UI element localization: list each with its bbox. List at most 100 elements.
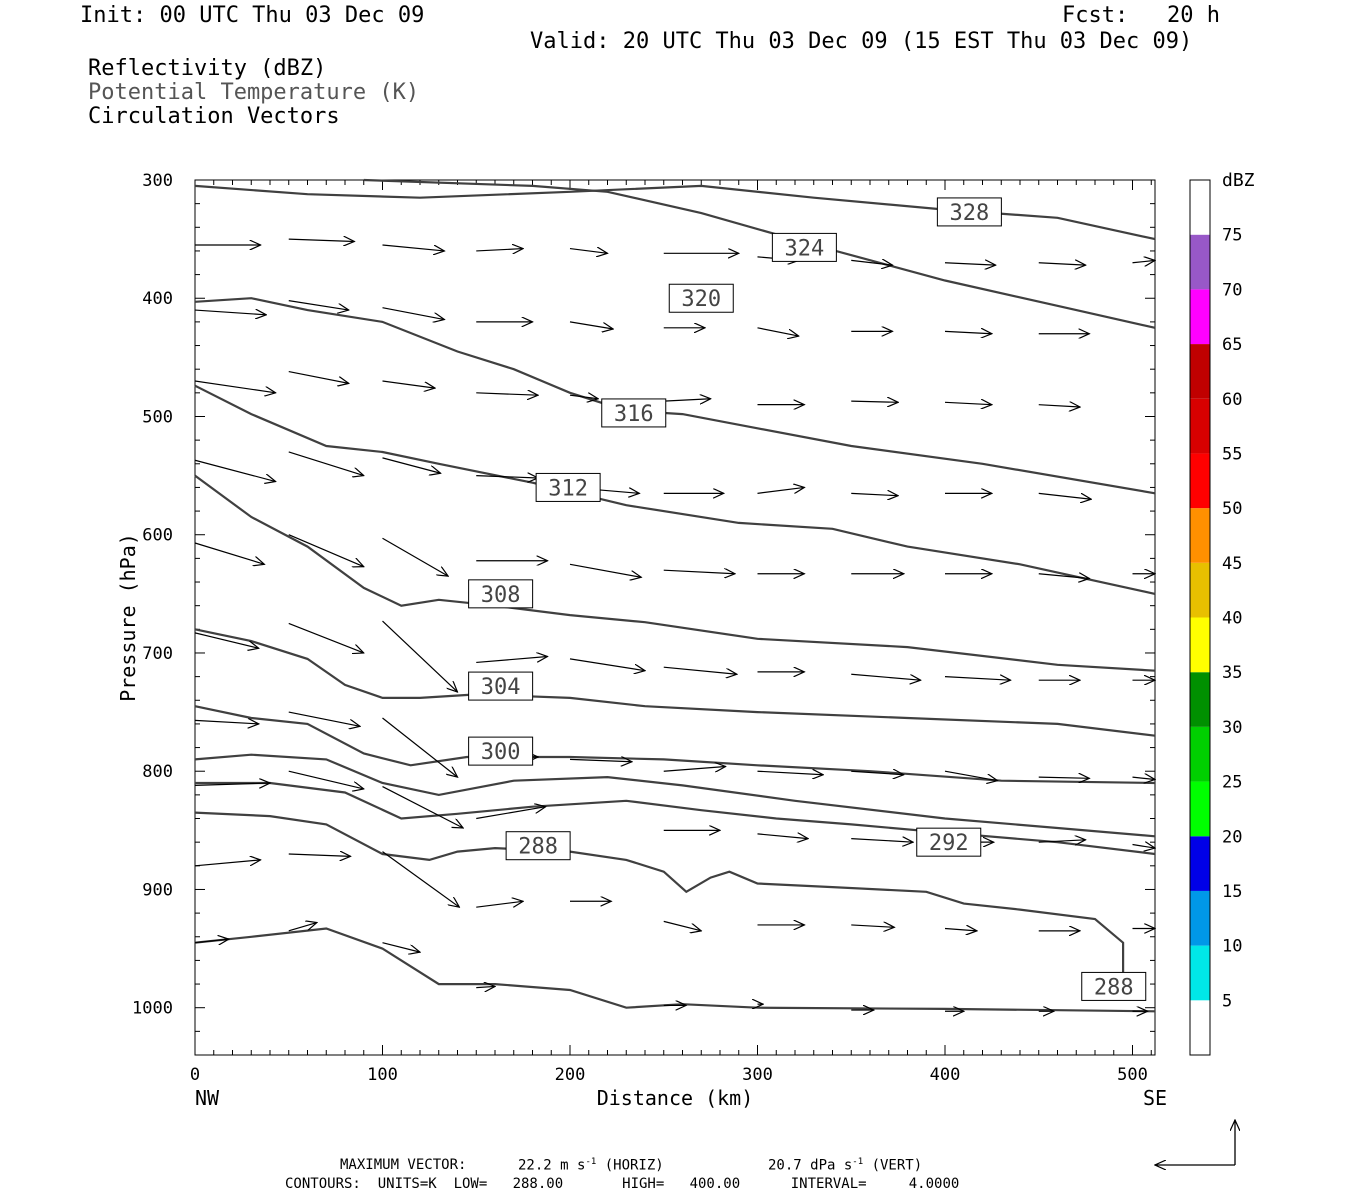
- colorbar-tick-label: 75: [1222, 226, 1242, 246]
- circulation-vector: [382, 942, 421, 952]
- circulation-vector: [944, 263, 996, 265]
- circulation-vector: [757, 487, 805, 494]
- field-potential-temperature: Potential Temperature (K): [88, 80, 420, 105]
- contour-label: 292: [929, 831, 969, 856]
- contour-label: 308: [481, 583, 521, 608]
- circulation-vector: [288, 854, 351, 856]
- colorbar-tick-label: 60: [1222, 390, 1242, 410]
- y-tick-label: 400: [142, 289, 173, 309]
- circulation-vectors: [194, 239, 1156, 1011]
- circulation-vector: [1038, 574, 1090, 579]
- circulation-vector: [382, 537, 449, 576]
- circulation-vector: [1038, 405, 1080, 407]
- circulation-vector: [569, 658, 645, 671]
- contour-label-box: [916, 827, 982, 857]
- circulation-vector: [476, 393, 538, 395]
- y-tick-label: 700: [142, 644, 173, 664]
- x-tick-label: 100: [367, 1065, 398, 1085]
- contour-label-box: [601, 398, 667, 428]
- reference-vector-legend: [1155, 1120, 1235, 1165]
- colorbar-tick-label: 20: [1222, 827, 1242, 847]
- circulation-vector: [194, 542, 264, 564]
- circulation-vector: [1038, 840, 1086, 842]
- colorbar-frame: [1189, 179, 1211, 1056]
- circulation-vector: [569, 395, 598, 399]
- circulation-vector: [757, 327, 799, 336]
- circulation-vector: [382, 307, 445, 320]
- colorbar-tick-label: 55: [1222, 444, 1242, 464]
- circulation-vector: [851, 401, 898, 402]
- theta-contour-line: [194, 628, 1156, 737]
- circulation-vector: [851, 771, 904, 775]
- colorbar-segment: [1190, 562, 1210, 618]
- circulation-vector: [851, 493, 898, 495]
- y-tick-label: 300: [142, 171, 173, 191]
- colorbar-segment: [1190, 453, 1210, 509]
- circulation-vector: [194, 310, 266, 315]
- contour-label-box: [468, 671, 534, 701]
- circulation-vector: [663, 570, 735, 574]
- circulation-vector: [476, 657, 547, 664]
- theta-contour-line: [194, 927, 1156, 1013]
- circulation-vector: [1038, 777, 1090, 778]
- colorbar-tick-label: 30: [1222, 718, 1242, 738]
- circulation-vector: [476, 901, 523, 908]
- circulation-vector: [569, 321, 613, 329]
- y-tick-label: 500: [142, 407, 173, 427]
- colorbar-tick-label: 40: [1222, 609, 1242, 629]
- contour-label-box: [535, 472, 601, 502]
- contour-label: 304: [481, 675, 521, 700]
- colorbar-segment: [1190, 836, 1210, 891]
- contour-label: 288: [1094, 975, 1134, 1000]
- circulation-vector: [944, 331, 992, 333]
- circulation-vector: [288, 239, 355, 241]
- y-axis-label: Pressure (hPa): [116, 533, 140, 702]
- colorbar-tick-label: 70: [1222, 280, 1242, 300]
- x-axis-label: Distance (km): [597, 1086, 754, 1110]
- contour-label-box: [1081, 971, 1147, 1001]
- circulation-vector: [851, 925, 894, 927]
- circulation-vector: [569, 249, 608, 254]
- circulation-vector: [1038, 263, 1086, 265]
- colorbar-segment: [1190, 398, 1210, 454]
- field-reflectivity: Reflectivity (dBZ): [88, 56, 327, 81]
- circulation-vector: [382, 717, 458, 777]
- colorbar-segment: [1190, 726, 1210, 782]
- circulation-vector: [663, 399, 711, 401]
- circulation-vector: [944, 402, 992, 404]
- contour-label: 316: [614, 402, 654, 427]
- circulation-vector: [1132, 260, 1156, 262]
- circulation-vector: [851, 260, 892, 265]
- colorbar-segment: [1190, 890, 1210, 946]
- nw-label: NW: [195, 1086, 220, 1110]
- contour-label: 320: [681, 287, 721, 312]
- circulation-vector: [382, 380, 436, 388]
- contour-label: 312: [548, 476, 588, 501]
- x-tick-label: 300: [742, 1065, 773, 1085]
- colorbar-segment: [1190, 1000, 1210, 1055]
- circulation-vector: [663, 666, 737, 674]
- circulation-vector: [288, 370, 349, 384]
- contour-label: 324: [785, 236, 825, 261]
- forecast-hour-label: Fcst:: [1062, 3, 1129, 28]
- x-tick-label: 500: [1117, 1065, 1148, 1085]
- circulation-vector: [1038, 492, 1092, 499]
- circulation-vector: [851, 839, 913, 843]
- circulation-vector: [944, 677, 1011, 681]
- circulation-vector: [1132, 845, 1156, 849]
- field-circulation-vectors: Circulation Vectors: [88, 104, 340, 129]
- colorbar-tick-label: 65: [1222, 335, 1242, 355]
- circulation-vector: [1132, 777, 1156, 779]
- circulation-vector: [851, 673, 920, 680]
- circulation-vector: [663, 920, 702, 930]
- contour-label-box: [936, 197, 1002, 227]
- x-tick-label: 200: [555, 1065, 586, 1085]
- circulation-vector: [382, 244, 445, 251]
- circulation-vector: [476, 249, 523, 251]
- colorbar-segment: [1190, 289, 1210, 345]
- colorbar-tick-label: 25: [1222, 773, 1242, 793]
- y-tick-label: 800: [142, 762, 173, 782]
- plot-frame: [194, 179, 1156, 1056]
- circulation-vector: [194, 720, 259, 724]
